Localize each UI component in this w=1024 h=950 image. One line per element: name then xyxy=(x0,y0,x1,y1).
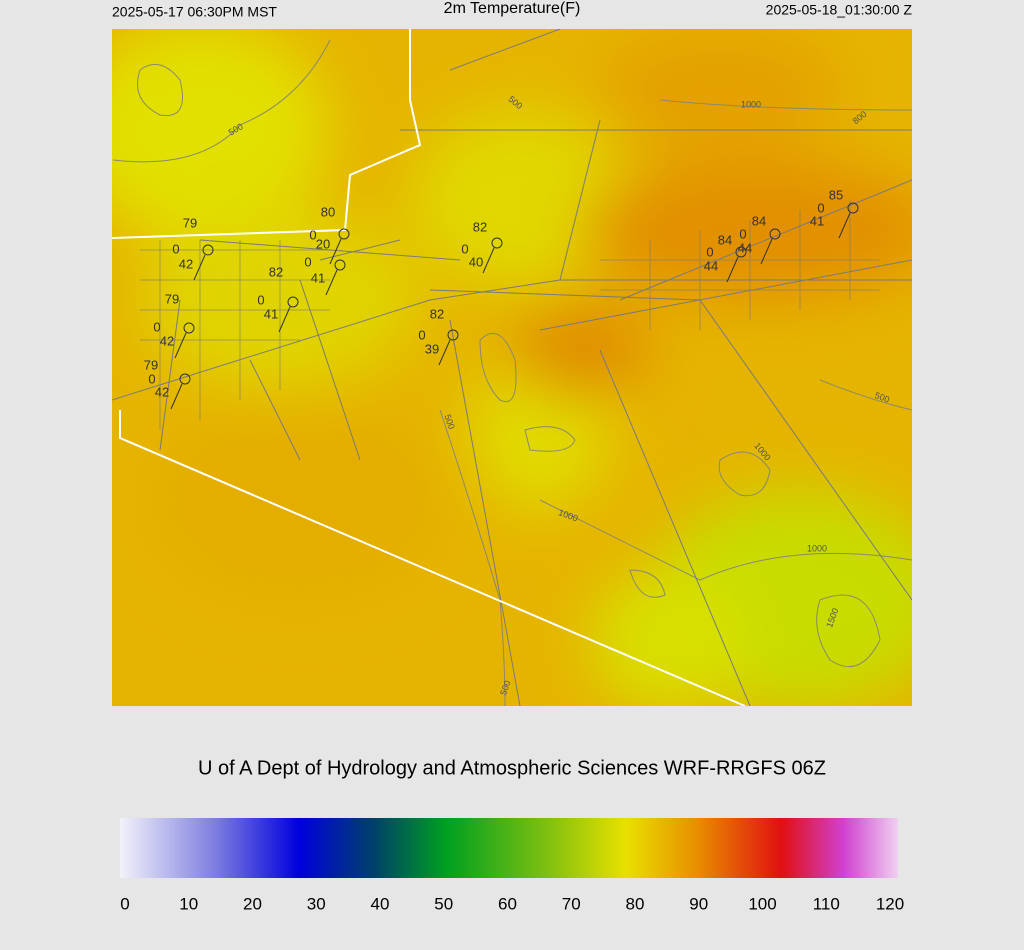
station-label: 42 xyxy=(160,333,174,348)
wind-barb xyxy=(838,212,851,239)
station-label: 79 xyxy=(144,357,158,372)
station-label: 42 xyxy=(155,384,169,399)
colorbar-tick-label: 20 xyxy=(243,894,262,913)
station-label: 85 xyxy=(829,187,843,202)
station-label: 39 xyxy=(425,341,439,356)
station-marker xyxy=(202,244,214,256)
station-label: 20 xyxy=(316,236,330,251)
station-label: 0 xyxy=(817,200,824,215)
colorbar-tick-label: 10 xyxy=(179,894,198,913)
wind-barb xyxy=(482,247,495,274)
station-label: 0 xyxy=(172,241,179,256)
map: 5005005005005001000100010001000800150079… xyxy=(112,29,912,706)
station-label: 42 xyxy=(179,256,193,271)
wind-barb xyxy=(174,332,187,359)
station-marker xyxy=(847,202,859,214)
colorbar-tick-label: 50 xyxy=(434,894,453,913)
station-marker xyxy=(287,296,299,308)
station-label: 41 xyxy=(311,270,325,285)
colorbar-tick-label: 0 xyxy=(120,894,129,913)
colorbar-tick-label: 80 xyxy=(626,894,645,913)
station-marker xyxy=(447,329,459,341)
colorbar-tick-label: 30 xyxy=(307,894,326,913)
colorbar-tick-label: 90 xyxy=(689,894,708,913)
wind-barb xyxy=(726,256,739,283)
colorbar-tick-label: 60 xyxy=(498,894,517,913)
wind-barb xyxy=(325,269,338,296)
station-marker xyxy=(334,259,346,271)
colorbar-tick-label: 40 xyxy=(371,894,390,913)
colorbar-tick-label: 100 xyxy=(748,894,776,913)
wind-barb xyxy=(438,339,451,366)
station-marker xyxy=(183,322,195,334)
station-label: 40 xyxy=(469,254,483,269)
station-label: 41 xyxy=(810,213,824,228)
station-marker xyxy=(735,246,747,258)
colorbar-tick-label: 70 xyxy=(562,894,581,913)
station-label: 0 xyxy=(418,327,425,342)
valid-utc: 2025-05-18_01:30:00 Z xyxy=(766,2,913,18)
map-overlay: 5005005005005001000100010001000800150079… xyxy=(144,94,891,697)
station-label: 44 xyxy=(738,240,752,255)
wind-barb xyxy=(170,383,183,410)
station-label: 84 xyxy=(718,232,732,247)
station-label: 0 xyxy=(257,292,264,307)
station-marker xyxy=(338,228,350,240)
station-label: 84 xyxy=(752,213,766,228)
contour-label: 500 xyxy=(442,413,457,431)
station-label: 0 xyxy=(304,254,311,269)
map-title: 2m Temperature(F) xyxy=(444,0,581,17)
station-label: 0 xyxy=(739,226,746,241)
station-label: 0 xyxy=(461,241,468,256)
contour-label: 1000 xyxy=(807,543,827,553)
colorbar-tick-label: 110 xyxy=(813,894,840,913)
station-label: 0 xyxy=(148,371,155,386)
credit: U of A Dept of Hydrology and Atmospheric… xyxy=(198,757,826,779)
contour-label: 500 xyxy=(498,679,513,697)
station-label: 82 xyxy=(473,219,487,234)
wind-barb xyxy=(278,306,291,333)
station-label: 79 xyxy=(183,215,197,230)
station-marker xyxy=(179,373,191,385)
station-label: 82 xyxy=(430,306,444,321)
wind-barb xyxy=(760,238,773,265)
wind-barb xyxy=(329,238,342,265)
colorbar xyxy=(120,818,898,878)
contour-label: 1000 xyxy=(741,99,761,109)
colorbar-tick-label: 120 xyxy=(876,894,904,913)
station-label: 79 xyxy=(165,291,179,306)
station-label: 82 xyxy=(269,264,283,279)
station-marker xyxy=(491,237,503,249)
station-label: 0 xyxy=(153,319,160,334)
station-label: 41 xyxy=(264,306,278,321)
station-label: 0 xyxy=(309,227,316,242)
station-marker xyxy=(769,228,781,240)
station-label: 80 xyxy=(321,204,335,219)
station-label: 44 xyxy=(704,258,718,273)
valid-local: 2025-05-17 06:30PM MST xyxy=(112,4,277,20)
colorbar-ticks: 0 10 20 30 40 50 60 70 80 90 100 110 120 xyxy=(120,894,904,913)
wind-barb xyxy=(193,254,206,281)
contour-label: 500 xyxy=(873,390,891,405)
station-label: 0 xyxy=(706,244,713,259)
